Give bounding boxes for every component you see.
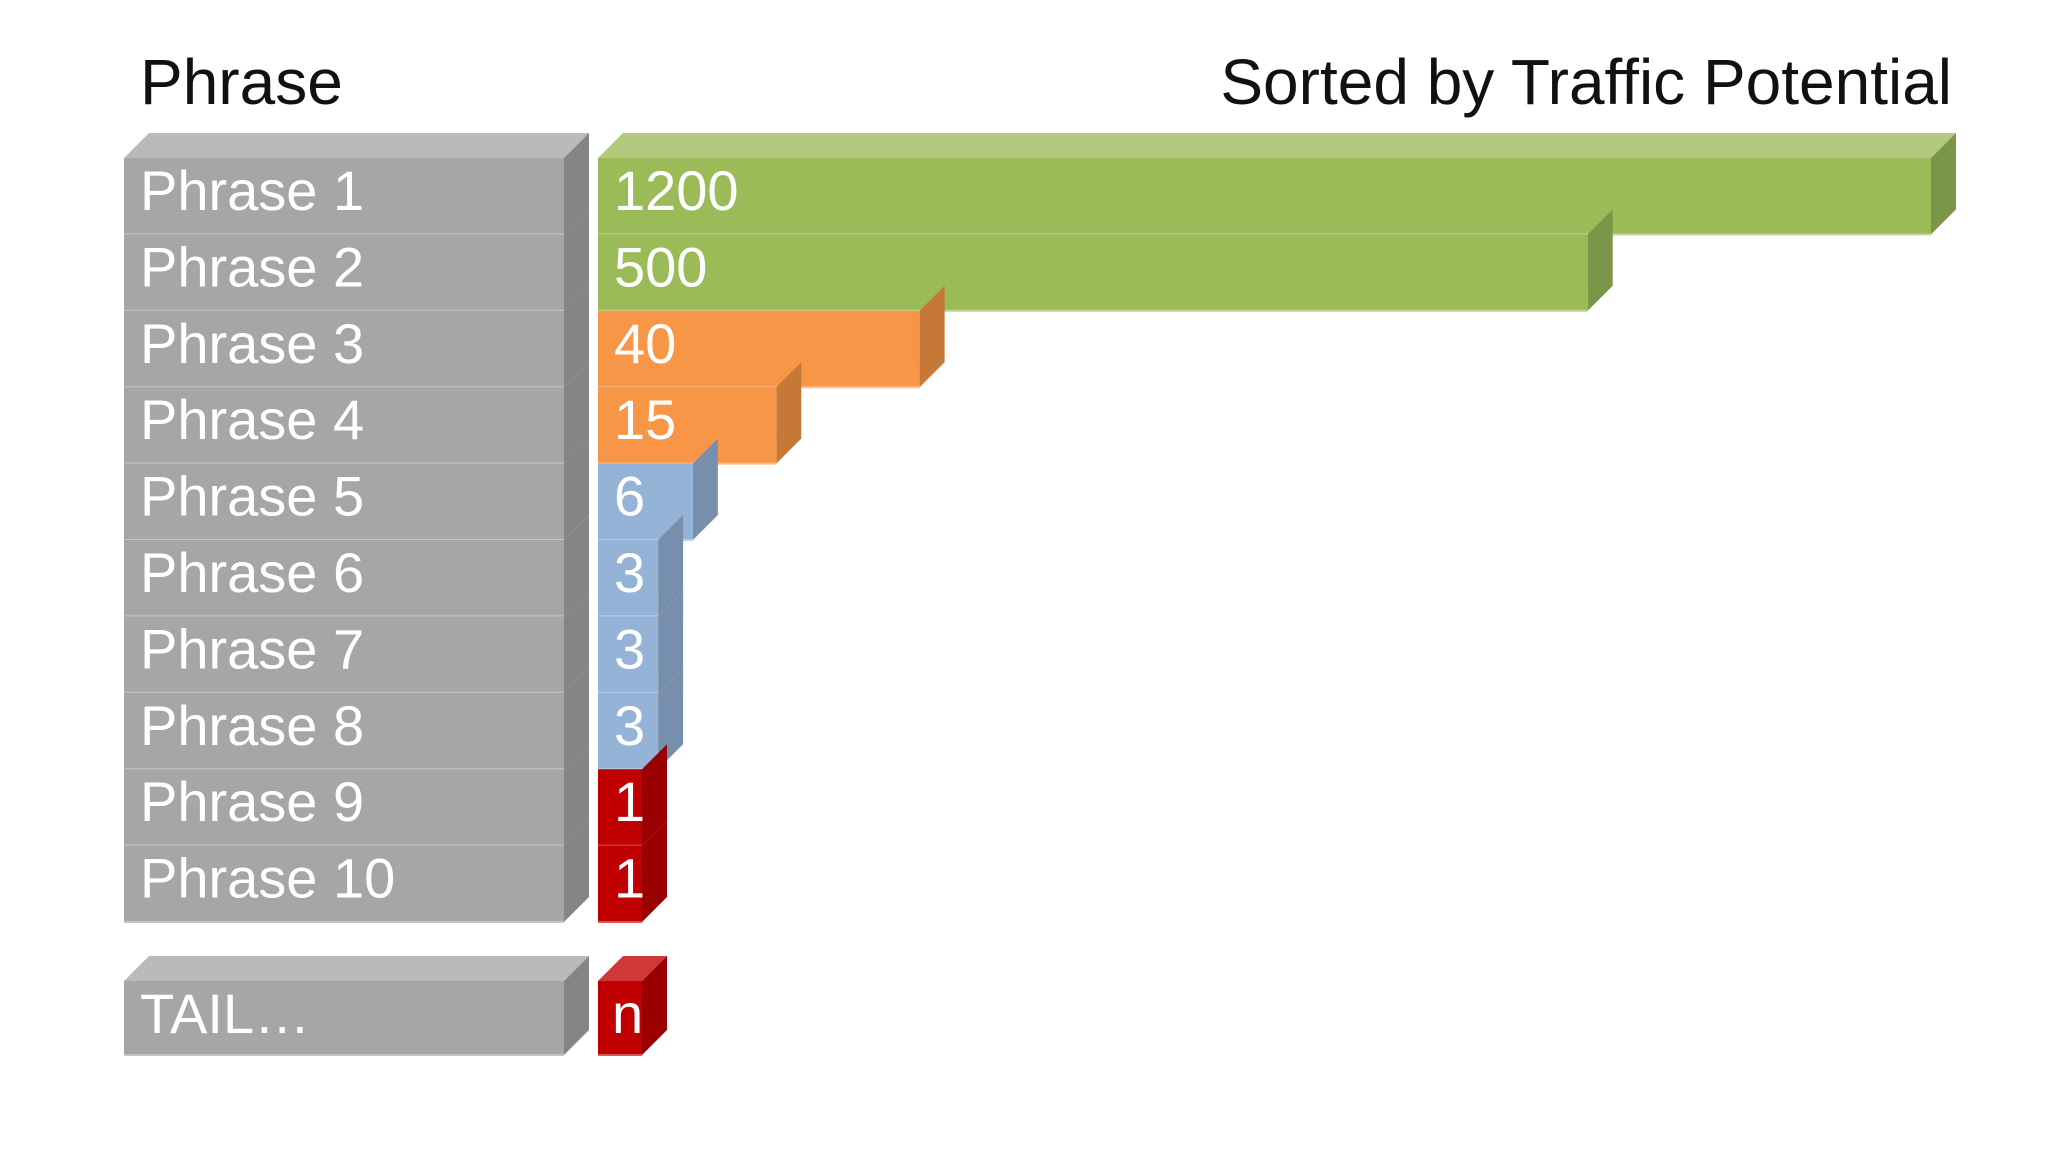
category-label-4: Phrase 4: [140, 388, 364, 451]
category-box-5-face: [124, 463, 564, 540]
category-box-3-side: [564, 285, 589, 388]
bar-value-label-1: 1200: [614, 159, 739, 222]
bar-1-top: [598, 133, 1956, 158]
tail-bar-side: [642, 956, 667, 1055]
category-box-3-face: [124, 310, 564, 388]
tail-category-box-top: [124, 956, 589, 981]
bar-9-face: [598, 769, 642, 846]
category-box-10-side: [564, 820, 589, 922]
category-box-1-side: [564, 133, 589, 235]
category-box-5: [124, 438, 589, 541]
tail-category-box: [124, 956, 589, 1056]
tail-value-label: n: [612, 982, 643, 1045]
category-box-7-face: [124, 616, 564, 693]
bar-value-label-5: 6: [614, 465, 645, 528]
category-box-1-face: [124, 158, 564, 235]
category-box-6-face: [124, 540, 564, 617]
category-box-1: [124, 133, 589, 236]
chart-marks: Phrase 1 Phrase 2 Phrase 3 Phrase 4 Phrase 5…: [124, 133, 1956, 1056]
bar-6: [598, 515, 684, 618]
bar-7-face: [598, 616, 659, 693]
bar-6-side: [658, 515, 684, 617]
category-box-6-side: [564, 515, 589, 617]
bar-1-face: [598, 158, 1931, 235]
bar-value-label-2: 500: [614, 235, 707, 298]
category-label-10: Phrase 10: [140, 847, 395, 910]
category-box-9-face: [124, 769, 564, 846]
bar-10: [598, 820, 667, 923]
category-label-6: Phrase 6: [140, 541, 364, 604]
category-label-1: Phrase 1: [140, 159, 364, 222]
bar-9-side: [642, 744, 667, 846]
category-box-10-face: [124, 845, 564, 922]
category-box-4-face: [124, 387, 564, 464]
bar-2-side: [1587, 209, 1613, 311]
category-label-5: Phrase 5: [140, 465, 364, 528]
category-box-2-face: [124, 234, 564, 311]
category-box-6: [124, 515, 589, 618]
category-label-2: Phrase 2: [140, 235, 364, 298]
bar-4-face: [598, 387, 777, 464]
bar-1: [598, 133, 1956, 236]
bar-value-label-7: 3: [614, 617, 645, 680]
bar-8-face: [598, 692, 659, 770]
bar-value-label-4: 15: [614, 388, 676, 451]
category-box-4: [124, 362, 589, 465]
tail-bar: [598, 956, 667, 1056]
bar-3: [598, 285, 945, 389]
bar-value-label-10: 1: [614, 847, 645, 910]
category-label-8: Phrase 8: [140, 694, 364, 757]
bar-4: [598, 362, 802, 465]
bar-5-side: [692, 438, 718, 540]
bar-2-face: [598, 234, 1588, 311]
category-label-7: Phrase 7: [140, 617, 364, 680]
category-box-10: [124, 820, 589, 923]
bar-9: [598, 744, 667, 847]
bar-6-face: [598, 540, 659, 617]
category-box-4-side: [564, 362, 589, 464]
bar-8: [598, 667, 684, 771]
bar-1-side: [1931, 133, 1956, 235]
category-label-3: Phrase 3: [140, 312, 364, 375]
bar-3-side: [919, 285, 945, 388]
category-box-5-side: [564, 438, 589, 540]
tail-category-box-face: [124, 981, 564, 1055]
header-phrase: Phrase: [140, 46, 343, 118]
bar-3-face: [598, 310, 920, 388]
bar-value-label-8: 3: [614, 694, 645, 757]
category-box-8-face: [124, 692, 564, 770]
category-box-1-top: [124, 133, 589, 158]
header-sorted-by-traffic-potential: Sorted by Traffic Potential: [1220, 46, 1952, 118]
category-box-7-side: [564, 591, 589, 693]
bar-value-label-6: 3: [614, 541, 645, 604]
category-box-9-side: [564, 744, 589, 846]
bar-10-side: [642, 820, 667, 922]
tail-bar-face: [598, 981, 642, 1055]
category-box-9: [124, 744, 589, 847]
category-box-8-side: [564, 667, 589, 770]
bar-value-label-3: 40: [614, 312, 676, 375]
bar-value-label-9: 1: [614, 770, 645, 833]
bar-2: [598, 209, 1613, 312]
tail-category-box-side: [564, 956, 589, 1055]
category-box-3: [124, 285, 589, 389]
bar-8-side: [658, 667, 684, 770]
category-label-9: Phrase 9: [140, 770, 364, 833]
bar-10-face: [598, 845, 642, 922]
category-box-2-side: [564, 209, 589, 311]
tail-category-label: TAIL…: [140, 982, 310, 1045]
tail-bar-top: [598, 956, 667, 981]
bar-4-side: [776, 362, 802, 464]
bar-7-side: [658, 591, 684, 693]
